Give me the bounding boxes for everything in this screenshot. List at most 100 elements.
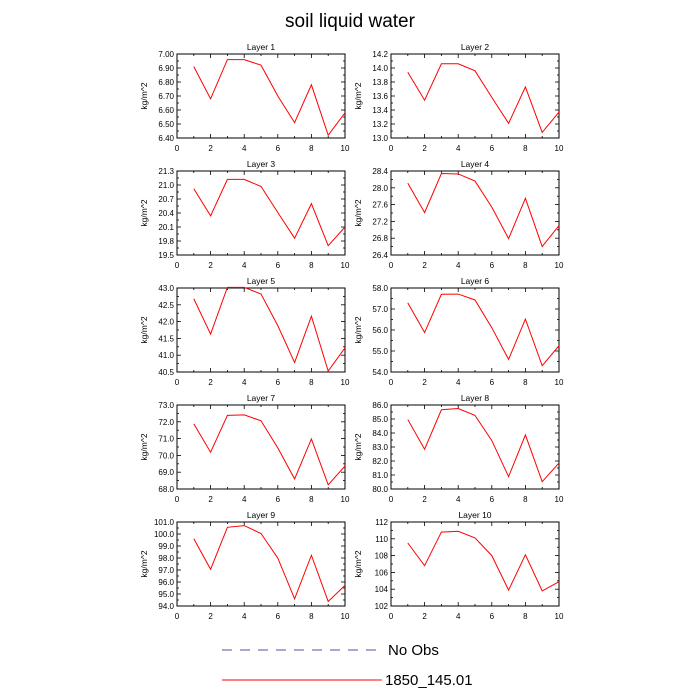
x-tick-label: 2 — [208, 261, 213, 270]
panel-frame — [390, 404, 560, 490]
y-tick-label: 6.90 — [158, 64, 174, 73]
x-tick-label: 8 — [309, 612, 314, 621]
y-tick-label: 94.0 — [158, 602, 174, 611]
y-axis-label: kg/m^2 — [353, 433, 363, 460]
y-tick-label: 101.0 — [154, 518, 175, 527]
panel-layer-3: Layer 3 0 2 4 6 8 10 19.5 19.8 20.1 20.4 20.7 21.0 21… — [139, 159, 350, 270]
panel-frame — [176, 53, 346, 139]
x-tick-label: 2 — [422, 144, 427, 153]
y-tick-label: 13.8 — [372, 78, 388, 87]
x-tick-label: 0 — [389, 495, 394, 504]
y-tick-label: 20.4 — [158, 209, 174, 218]
y-tick-label: 56.0 — [372, 326, 388, 335]
x-tick-label: 0 — [175, 378, 180, 387]
y-tick-label: 71.0 — [158, 435, 174, 444]
x-tick-label: 4 — [242, 144, 247, 153]
legend: No Obs 1850_145.01 — [222, 642, 473, 689]
y-tick-label: 40.5 — [158, 368, 174, 377]
y-axis-label: kg/m^2 — [139, 199, 149, 226]
x-tick-label: 6 — [276, 612, 281, 621]
y-tick-label: 26.8 — [372, 234, 388, 243]
y-tick-label: 84.0 — [372, 429, 388, 438]
y-tick-label: 54.0 — [372, 368, 388, 377]
y-tick-label: 6.50 — [158, 120, 174, 129]
y-tick-label: 6.60 — [158, 106, 174, 115]
y-tick-label: 69.0 — [158, 468, 174, 477]
y-tick-label: 13.4 — [372, 106, 388, 115]
panel-title: Layer 6 — [461, 276, 490, 286]
x-tick-label: 2 — [422, 612, 427, 621]
y-tick-label: 85.0 — [372, 415, 388, 424]
panel-layer-10: Layer 10 0 2 4 6 8 10 102 104 106 108 110 112 kg/m^2 — [353, 510, 564, 621]
x-tick-label: 4 — [456, 378, 461, 387]
x-tick-label: 6 — [276, 378, 281, 387]
y-tick-label: 104 — [375, 585, 389, 594]
y-tick-label: 27.2 — [372, 217, 388, 226]
y-tick-label: 58.0 — [372, 284, 388, 293]
x-tick-label: 10 — [341, 378, 350, 387]
panel-title: Layer 4 — [461, 159, 490, 169]
y-tick-label: 7.00 — [158, 50, 174, 59]
x-tick-label: 10 — [555, 495, 564, 504]
series-line — [407, 63, 560, 134]
panel-layer-5: Layer 5 0 2 4 6 8 10 40.5 41.0 41.5 42.0 42.5 43.0 kg… — [139, 276, 350, 387]
y-tick-label: 57.0 — [372, 305, 388, 314]
y-axis-label: kg/m^2 — [353, 316, 363, 343]
series-line — [407, 173, 560, 248]
y-tick-label: 19.5 — [158, 251, 174, 260]
y-axis-label: kg/m^2 — [139, 82, 149, 109]
y-tick-label: 112 — [375, 518, 388, 527]
x-tick-label: 10 — [555, 261, 564, 270]
y-tick-label: 27.6 — [372, 201, 388, 210]
panel-frame — [390, 53, 560, 139]
series-line — [193, 286, 346, 373]
x-tick-label: 2 — [208, 378, 213, 387]
x-tick-label: 2 — [422, 261, 427, 270]
y-tick-label: 6.80 — [158, 78, 174, 87]
panel-frame — [176, 404, 346, 490]
panel-frame — [176, 287, 346, 373]
x-tick-label: 0 — [389, 144, 394, 153]
x-tick-label: 6 — [490, 495, 495, 504]
x-tick-label: 2 — [208, 495, 213, 504]
panel-frame — [390, 170, 560, 256]
x-tick-label: 6 — [276, 261, 281, 270]
y-tick-label: 81.0 — [372, 471, 388, 480]
x-tick-label: 0 — [389, 378, 394, 387]
y-tick-label: 99.0 — [158, 542, 174, 551]
panel-title: Layer 9 — [247, 510, 276, 520]
y-tick-label: 95.0 — [158, 590, 174, 599]
x-tick-label: 6 — [490, 261, 495, 270]
x-tick-label: 0 — [175, 144, 180, 153]
x-tick-label: 0 — [175, 612, 180, 621]
series-line — [407, 530, 560, 592]
x-tick-label: 2 — [422, 378, 427, 387]
y-tick-label: 110 — [375, 535, 388, 544]
x-tick-label: 8 — [523, 144, 528, 153]
panel-layer-2: Layer 2 0 2 4 6 8 10 13.0 13.2 13.4 13.6 13.8 14.0 14… — [353, 42, 564, 153]
x-tick-label: 10 — [555, 378, 564, 387]
series-line — [193, 414, 346, 486]
x-tick-label: 8 — [309, 144, 314, 153]
figure-title: soil liquid water — [285, 11, 416, 32]
y-tick-label: 102 — [375, 602, 389, 611]
x-tick-label: 4 — [242, 612, 247, 621]
panel-title: Layer 2 — [461, 42, 490, 52]
panel-layer-6: Layer 6 0 2 4 6 8 10 54.0 55.0 56.0 57.0 58.0 kg/m^2 — [353, 276, 564, 387]
y-tick-label: 21.3 — [158, 167, 174, 176]
y-tick-label: 108 — [375, 552, 389, 561]
y-tick-label: 26.4 — [372, 251, 388, 260]
panels-grid: Layer 10 2 4 6 8 106.406.506.606.706.806.907.… — [139, 42, 564, 621]
y-tick-label: 82.0 — [372, 457, 388, 466]
x-tick-label: 4 — [242, 261, 247, 270]
panel-frame — [176, 521, 346, 607]
y-tick-label: 28.4 — [372, 167, 388, 176]
x-tick-label: 6 — [276, 495, 281, 504]
y-tick-label: 98.0 — [158, 554, 174, 563]
panel-title: Layer 5 — [247, 276, 276, 286]
panel-frame — [390, 521, 560, 607]
x-tick-label: 10 — [555, 612, 564, 621]
y-tick-label: 42.5 — [158, 301, 174, 310]
legend-no-obs-label: No Obs — [388, 642, 439, 659]
y-tick-label: 13.0 — [372, 134, 388, 143]
